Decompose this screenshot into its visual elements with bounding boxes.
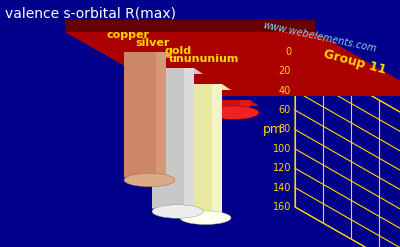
Polygon shape [65, 32, 400, 96]
Polygon shape [208, 100, 250, 110]
Polygon shape [208, 100, 217, 116]
Polygon shape [184, 68, 194, 208]
Text: 100: 100 [273, 144, 291, 154]
Text: 0: 0 [285, 47, 291, 57]
Polygon shape [212, 84, 222, 215]
Ellipse shape [152, 205, 203, 218]
Text: copper: copper [106, 30, 150, 40]
Polygon shape [152, 68, 161, 214]
Text: valence s-orbital R(max): valence s-orbital R(max) [5, 7, 176, 21]
Polygon shape [156, 52, 166, 177]
Polygon shape [65, 20, 315, 32]
Text: 80: 80 [279, 124, 291, 135]
Text: Group 11: Group 11 [322, 47, 388, 77]
Text: 160: 160 [273, 202, 291, 212]
Polygon shape [152, 68, 203, 74]
Text: gold: gold [164, 46, 192, 56]
Polygon shape [152, 68, 194, 208]
Text: www.webelements.com: www.webelements.com [262, 20, 378, 54]
Text: unununium: unununium [168, 54, 238, 64]
Ellipse shape [180, 211, 231, 225]
Polygon shape [240, 100, 250, 110]
Polygon shape [124, 52, 166, 177]
Text: 120: 120 [272, 163, 291, 173]
Text: 20: 20 [279, 66, 291, 76]
Text: 60: 60 [279, 105, 291, 115]
Ellipse shape [124, 173, 175, 187]
Text: pm: pm [263, 123, 283, 136]
Text: silver: silver [136, 38, 170, 48]
Polygon shape [180, 84, 231, 90]
Polygon shape [208, 100, 259, 106]
Polygon shape [295, 52, 400, 247]
Text: 140: 140 [273, 183, 291, 193]
Ellipse shape [208, 106, 259, 120]
Polygon shape [180, 84, 222, 215]
Polygon shape [180, 84, 189, 221]
Text: 40: 40 [279, 86, 291, 96]
Polygon shape [124, 52, 175, 58]
Polygon shape [124, 52, 133, 183]
